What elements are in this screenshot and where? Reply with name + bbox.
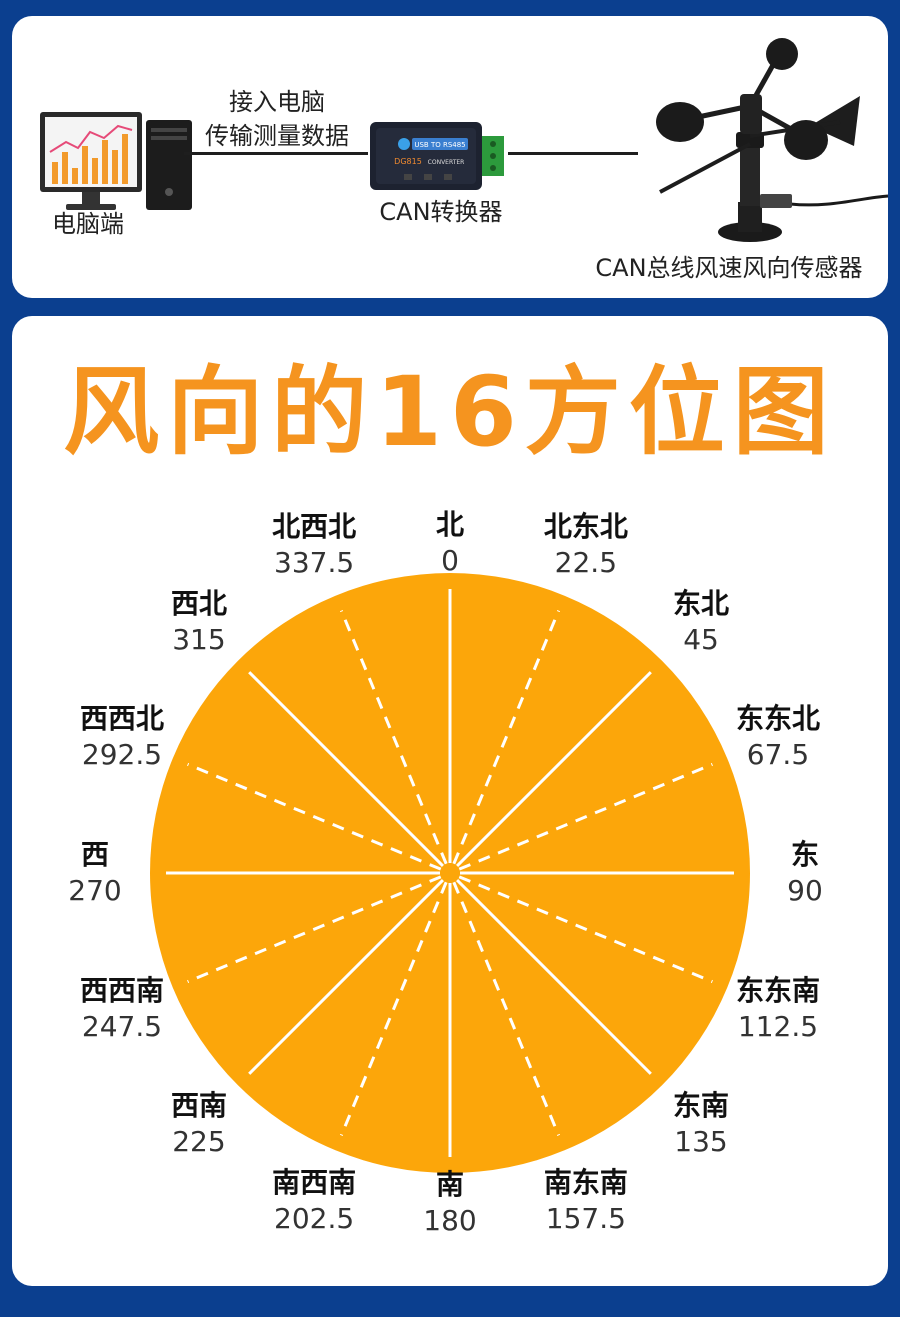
direction-name: 南 — [435, 1168, 465, 1201]
direction-name: 西西北 — [80, 702, 165, 736]
direction-degrees: 135 — [674, 1125, 728, 1159]
direction-degrees: 337.5 — [274, 546, 355, 580]
direction-degrees: 225 — [172, 1125, 226, 1159]
direction-degrees: 90 — [787, 874, 823, 907]
direction-degrees: 202.5 — [274, 1201, 355, 1235]
sensor-label: CAN总线风速风向传感器 — [595, 254, 863, 282]
direction-label: 西西北 292.5 — [80, 701, 164, 773]
direction-degrees: 67.5 — [746, 738, 810, 772]
direction-name: 东 — [790, 838, 820, 871]
direction-label: 东东南 112.5 — [736, 973, 820, 1045]
direction-degrees: 315 — [172, 622, 226, 656]
direction-label: 东东北 67.5 — [736, 701, 820, 773]
can-converter-icon: USB TO RS485 DG815 CONVERTER — [368, 116, 508, 196]
converter-print-text: USB TO RS485 — [414, 141, 465, 149]
direction-label: 北西北 337.5 — [272, 509, 356, 581]
direction-degrees: 157.5 — [545, 1201, 626, 1235]
spoke-202-5 — [339, 881, 448, 1136]
direction-label: 南西南 202.5 — [272, 1165, 356, 1237]
converter-model-text: DG815 — [394, 157, 422, 166]
direction-label: 东南 135 — [673, 1088, 729, 1160]
spoke-45 — [456, 671, 652, 867]
direction-name: 北西北 — [272, 510, 357, 544]
direction-degrees: 0 — [441, 544, 459, 577]
direction-degrees: 180 — [423, 1204, 477, 1237]
direction-label: 东北 45 — [673, 586, 729, 658]
direction-degrees: 45 — [683, 622, 719, 656]
direction-degrees: 247.5 — [81, 1009, 163, 1043]
spoke-337-5 — [339, 610, 448, 865]
direction-label: 北东北 22.5 — [544, 509, 628, 581]
direction-degrees: 112.5 — [737, 1009, 819, 1043]
connection-diagram-card: 电脑端 接入电脑 传输测量数据 USB TO RS485 DG815 CONVE… — [12, 16, 890, 298]
spoke-22-5 — [452, 610, 561, 865]
pc-label: 电脑端 — [52, 210, 124, 238]
direction-label: 西西南 247.5 — [80, 973, 164, 1045]
converter-to-sensor-line — [508, 152, 638, 155]
converter-label: CAN转换器 — [379, 198, 503, 226]
direction-name: 西 — [80, 838, 110, 871]
direction-label: 南东南 157.5 — [544, 1165, 628, 1237]
direction-name: 东北 — [673, 586, 730, 620]
direction-name: 东东南 — [735, 973, 820, 1007]
spoke-225 — [248, 879, 444, 1075]
spoke-247-5 — [187, 875, 442, 984]
direction-name: 北东北 — [543, 510, 628, 544]
direction-name: 东南 — [673, 1089, 730, 1123]
direction-label: 西北 315 — [171, 586, 227, 658]
direction-degrees: 292.5 — [81, 738, 163, 772]
direction-name: 东东北 — [735, 702, 820, 736]
link-label-line1: 接入电脑 — [229, 88, 325, 116]
pc-to-converter-line — [184, 152, 368, 155]
direction-label: 南 180 — [423, 1167, 476, 1239]
compass-rose — [150, 573, 750, 1173]
converter-sub-text: CONVERTER — [428, 159, 465, 166]
direction-name: 西南 — [170, 1089, 227, 1123]
spoke-135 — [456, 879, 652, 1075]
direction-name: 西北 — [170, 586, 227, 620]
spoke-112-5 — [458, 875, 713, 984]
spoke-67-5 — [458, 762, 713, 871]
spoke-315 — [248, 671, 444, 867]
direction-label: 东 90 — [787, 837, 823, 909]
spoke-292-5 — [187, 762, 442, 871]
computer-icon — [38, 112, 198, 222]
direction-name: 南西南 — [272, 1165, 357, 1199]
direction-label: 西南 225 — [171, 1088, 227, 1160]
link-label-line2: 传输测量数据 — [205, 122, 349, 150]
wind-sensor-icon — [640, 36, 890, 276]
direction-degrees: 22.5 — [554, 546, 618, 580]
direction-degrees: 270 — [68, 874, 122, 907]
direction-name: 南东南 — [543, 1165, 628, 1199]
page-title: 风向的16方位图 — [63, 356, 837, 468]
direction-name: 西西南 — [80, 973, 165, 1007]
direction-label: 西 270 — [68, 837, 121, 909]
spoke-157-5 — [452, 881, 561, 1136]
compass-card: 风向的16方位图 北 0 北东北 22.5 东北 45 东东北 67.5 东 90 东东南 112.5… — [12, 316, 888, 1286]
direction-name: 北 — [435, 508, 465, 541]
